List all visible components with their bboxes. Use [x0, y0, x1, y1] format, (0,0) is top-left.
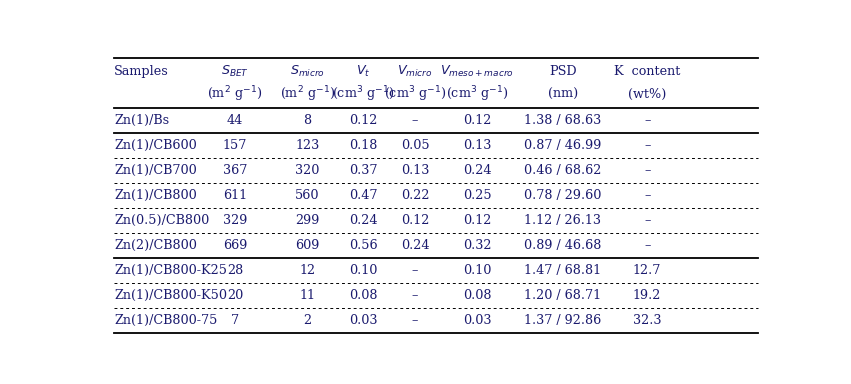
- Text: Zn(1)/CB600: Zn(1)/CB600: [114, 139, 197, 152]
- Text: 7: 7: [231, 314, 239, 327]
- Text: 0.13: 0.13: [401, 164, 429, 177]
- Text: Zn(1)/CB800: Zn(1)/CB800: [114, 189, 197, 202]
- Text: 560: 560: [295, 189, 320, 202]
- Text: 609: 609: [295, 239, 320, 252]
- Text: Zn(1)/CB800-75: Zn(1)/CB800-75: [114, 314, 218, 327]
- Text: 0.24: 0.24: [463, 164, 491, 177]
- Text: (cm$^3$ g$^{-1}$): (cm$^3$ g$^{-1}$): [333, 84, 395, 104]
- Text: 0.24: 0.24: [401, 239, 429, 252]
- Text: 0.03: 0.03: [463, 314, 491, 327]
- Text: 0.87 / 46.99: 0.87 / 46.99: [524, 139, 602, 152]
- Text: 28: 28: [227, 264, 243, 277]
- Text: 123: 123: [295, 139, 320, 152]
- Text: 0.08: 0.08: [463, 289, 491, 302]
- Text: 44: 44: [227, 114, 243, 127]
- Text: 611: 611: [223, 189, 247, 202]
- Text: 0.12: 0.12: [463, 214, 491, 227]
- Text: 0.10: 0.10: [463, 264, 491, 277]
- Text: –: –: [644, 114, 650, 127]
- Text: 1.20 / 68.71: 1.20 / 68.71: [524, 289, 602, 302]
- Text: 0.05: 0.05: [401, 139, 430, 152]
- Text: 0.12: 0.12: [350, 114, 378, 127]
- Text: $V_{meso+macro}$: $V_{meso+macro}$: [440, 64, 514, 79]
- Text: 1.12 / 26.13: 1.12 / 26.13: [524, 214, 602, 227]
- Text: 0.46 / 68.62: 0.46 / 68.62: [524, 164, 602, 177]
- Text: 1.38 / 68.63: 1.38 / 68.63: [524, 114, 602, 127]
- Text: 0.24: 0.24: [350, 214, 378, 227]
- Text: 157: 157: [223, 139, 247, 152]
- Text: (cm$^3$ g$^{-1}$): (cm$^3$ g$^{-1}$): [384, 84, 446, 104]
- Text: 367: 367: [223, 164, 247, 177]
- Text: 12: 12: [300, 264, 316, 277]
- Text: 8: 8: [304, 114, 311, 127]
- Text: 0.37: 0.37: [350, 164, 378, 177]
- Text: 0.12: 0.12: [463, 114, 491, 127]
- Text: –: –: [644, 239, 650, 252]
- Text: 19.2: 19.2: [633, 289, 661, 302]
- Text: 1.37 / 92.86: 1.37 / 92.86: [524, 314, 602, 327]
- Text: Zn(1)/Bs: Zn(1)/Bs: [114, 114, 169, 127]
- Text: 0.89 / 46.68: 0.89 / 46.68: [524, 239, 602, 252]
- Text: 0.10: 0.10: [350, 264, 378, 277]
- Text: 0.13: 0.13: [463, 139, 491, 152]
- Text: (nm): (nm): [548, 88, 578, 101]
- Text: –: –: [644, 164, 650, 177]
- Text: 0.78 / 29.60: 0.78 / 29.60: [524, 189, 602, 202]
- Text: 12.7: 12.7: [633, 264, 661, 277]
- Text: $S_{BET}$: $S_{BET}$: [221, 64, 249, 79]
- Text: 0.22: 0.22: [401, 189, 429, 202]
- Text: –: –: [412, 289, 418, 302]
- Text: 0.25: 0.25: [463, 189, 491, 202]
- Text: –: –: [644, 139, 650, 152]
- Text: 0.18: 0.18: [350, 139, 378, 152]
- Text: Samples: Samples: [114, 65, 169, 78]
- Text: PSD: PSD: [549, 65, 577, 78]
- Text: –: –: [412, 114, 418, 127]
- Text: 299: 299: [295, 214, 320, 227]
- Text: 669: 669: [223, 239, 247, 252]
- Text: 320: 320: [295, 164, 320, 177]
- Text: 0.03: 0.03: [350, 314, 378, 327]
- Text: 0.12: 0.12: [401, 214, 429, 227]
- Text: 329: 329: [223, 214, 247, 227]
- Text: $V_t$: $V_t$: [357, 64, 371, 79]
- Text: 0.32: 0.32: [463, 239, 491, 252]
- Text: Zn(1)/CB800-K25: Zn(1)/CB800-K25: [114, 264, 227, 277]
- Text: –: –: [644, 214, 650, 227]
- Text: –: –: [412, 264, 418, 277]
- Text: Zn(1)/CB800-K50: Zn(1)/CB800-K50: [114, 289, 227, 302]
- Text: 0.56: 0.56: [349, 239, 378, 252]
- Text: 11: 11: [300, 289, 316, 302]
- Text: 20: 20: [227, 289, 243, 302]
- Text: 2: 2: [304, 314, 311, 327]
- Text: K  content: K content: [614, 65, 680, 78]
- Text: (wt%): (wt%): [628, 88, 666, 101]
- Text: (cm$^3$ g$^{-1}$): (cm$^3$ g$^{-1}$): [446, 84, 508, 104]
- Text: Zn(2)/CB800: Zn(2)/CB800: [114, 239, 197, 252]
- Text: 1.47 / 68.81: 1.47 / 68.81: [524, 264, 602, 277]
- Text: (m$^2$ g$^{-1}$): (m$^2$ g$^{-1}$): [280, 84, 335, 104]
- Text: Zn(1)/CB700: Zn(1)/CB700: [114, 164, 197, 177]
- Text: $V_{micro}$: $V_{micro}$: [397, 64, 433, 79]
- Text: –: –: [412, 314, 418, 327]
- Text: 32.3: 32.3: [633, 314, 661, 327]
- Text: $S_{micro}$: $S_{micro}$: [290, 64, 325, 79]
- Text: Zn(0.5)/CB800: Zn(0.5)/CB800: [114, 214, 209, 227]
- Text: 0.08: 0.08: [350, 289, 378, 302]
- Text: (m$^2$ g$^{-1}$): (m$^2$ g$^{-1}$): [208, 84, 263, 104]
- Text: –: –: [644, 189, 650, 202]
- Text: 0.47: 0.47: [350, 189, 378, 202]
